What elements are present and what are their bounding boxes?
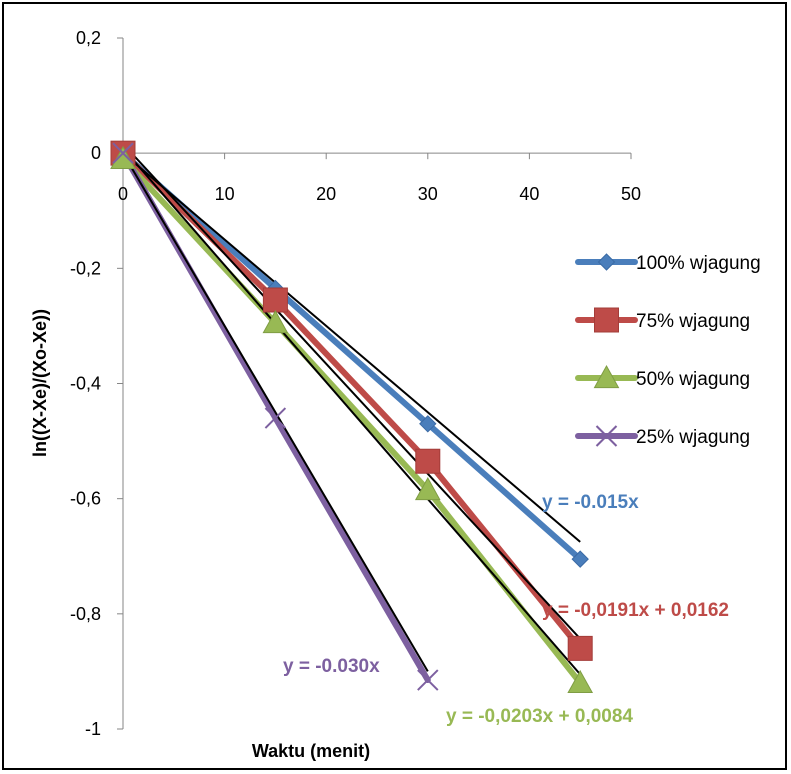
- trendline-25-wjagung: [122, 152, 429, 672]
- series-layer: [120, 150, 584, 686]
- marker-stroke: [595, 425, 618, 447]
- data-point-50-wjagung: [262, 310, 289, 334]
- x-tick-label: 50: [621, 184, 641, 204]
- y-tick-label: -0,6: [70, 489, 101, 509]
- series-line-50-wjagung: [120, 155, 584, 686]
- legend-swatch-marker-100-wjagung: [597, 253, 616, 271]
- y-tick-label: 0: [91, 143, 101, 163]
- legend-label-100-wjagung: 100% wjagung: [636, 253, 761, 274]
- x-tick-label: 30: [418, 184, 438, 204]
- trendline-equation-75-wjagung: y = -0,0191x + 0,0162: [542, 600, 729, 621]
- trendline-50-wjagung: [122, 147, 581, 676]
- y-axis-title: ln((X-Xe)/(Xo-Xe)): [30, 309, 50, 457]
- trendline-equation-100-wjagung: y = -0.015x: [542, 492, 639, 513]
- marker-stroke: [417, 669, 439, 691]
- data-point-25-wjagung: [264, 407, 287, 429]
- tick-labels: 0,2 0 -0,2 -0,4 -0,6 -0,8 -1 0 10 20 30 40 50: [70, 28, 641, 739]
- legend-swatch-marker-25-wjagung: [595, 425, 618, 447]
- y-tick-label: -0,2: [70, 258, 101, 278]
- legend-swatch-marker-75-wjagung: [594, 307, 619, 333]
- data-point-50-wjagung: [110, 145, 136, 170]
- legend-swatch-marker-50-wjagung: [593, 364, 620, 389]
- data-point-25-wjagung: [112, 142, 134, 164]
- y-tick-label: -0,8: [70, 604, 101, 624]
- trendline-equation-50-wjagung: y = -0,0203x + 0,0084: [446, 706, 633, 727]
- marker-stroke: [264, 407, 287, 429]
- data-point-75-wjagung: [415, 448, 441, 474]
- marker-stroke: [112, 142, 134, 164]
- legend-label-50-wjagung: 50% wjagung: [636, 369, 750, 390]
- legend-label-75-wjagung: 75% wjagung: [636, 311, 750, 332]
- y-tick-label: -1: [85, 719, 101, 739]
- marker-layer: [110, 140, 594, 694]
- trendline-100-wjagung: [122, 152, 581, 543]
- x-tick-label: 0: [118, 184, 128, 204]
- series-line-100-wjagung: [120, 150, 584, 563]
- axes: [117, 37, 632, 730]
- data-point-100-wjagung: [571, 550, 589, 568]
- trendline-layer: [122, 143, 581, 676]
- y-tick-label: -0,4: [70, 374, 101, 394]
- trendline-equation-25-wjagung: y = -0.030x: [283, 656, 380, 677]
- data-point-100-wjagung: [419, 415, 437, 433]
- data-point-50-wjagung: [567, 669, 594, 694]
- y-tick-label: 0,2: [76, 28, 101, 48]
- data-point-25-wjagung: [417, 669, 439, 691]
- data-point-75-wjagung: [262, 287, 288, 313]
- x-tick-label: 10: [215, 184, 235, 204]
- trendline-75-wjagung: [122, 143, 581, 640]
- x-tick-label: 40: [519, 184, 539, 204]
- data-point-50-wjagung: [414, 476, 441, 501]
- legend: 100% wjagung 75% wjagung 50% wjagung 25% wj…: [575, 253, 761, 448]
- legend-label-25-wjagung: 25% wjagung: [636, 427, 750, 448]
- trendline-equations: y = -0.015x y = -0,0191x + 0,0162 y = -0,0…: [283, 492, 729, 727]
- data-point-75-wjagung: [567, 635, 593, 661]
- x-axis-title: Waktu (menit): [252, 741, 370, 761]
- x-tick-label: 20: [316, 184, 336, 204]
